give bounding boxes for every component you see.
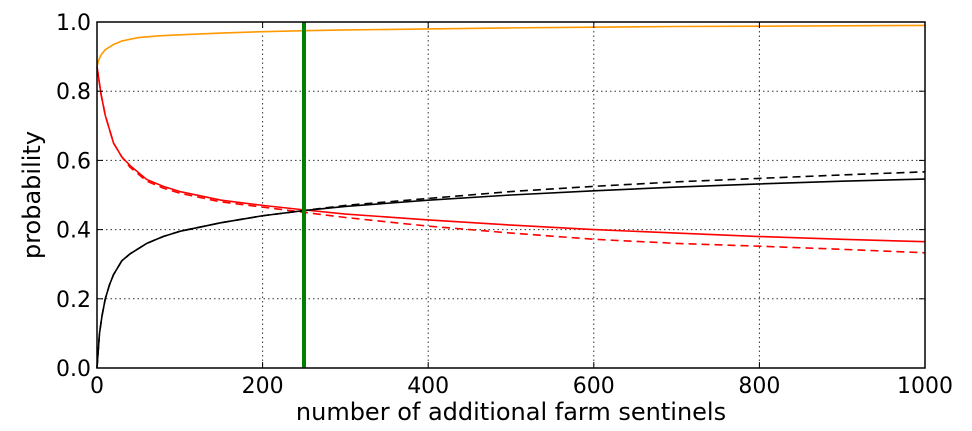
series-line-0 — [96, 24, 926, 68]
y-tick-label-2: 0.4 — [56, 219, 91, 244]
x-axis-label: number of additional farm sentinels — [296, 398, 726, 426]
y-tick-label-0: 0.0 — [56, 357, 91, 382]
y-tick-label-5: 1.0 — [56, 11, 91, 36]
grid — [97, 22, 925, 368]
x-tick-label-2: 400 — [407, 374, 449, 399]
series-line-3 — [96, 178, 926, 369]
series-line-1 — [96, 66, 926, 243]
ticks: 0 200 400 600 800 1000 0.0 0.2 0.4 0.6 0.8 1.0 — [56, 11, 953, 399]
plot-frame — [96, 21, 926, 369]
series-line-4 — [96, 171, 926, 369]
x-tick-label-5: 1000 — [897, 374, 953, 399]
y-tick-label-3: 0.6 — [56, 149, 91, 174]
x-tick-label-1: 200 — [242, 374, 284, 399]
y-tick-label-4: 0.8 — [56, 80, 91, 105]
series-line-2 — [96, 66, 926, 254]
x-tick-label-3: 600 — [573, 374, 615, 399]
y-tick-label-1: 0.2 — [56, 288, 91, 313]
x-tick-label-0: 0 — [90, 374, 104, 399]
series-layer — [96, 24, 926, 369]
y-axis-label: probability — [18, 131, 46, 259]
x-tick-label-4: 800 — [738, 374, 780, 399]
